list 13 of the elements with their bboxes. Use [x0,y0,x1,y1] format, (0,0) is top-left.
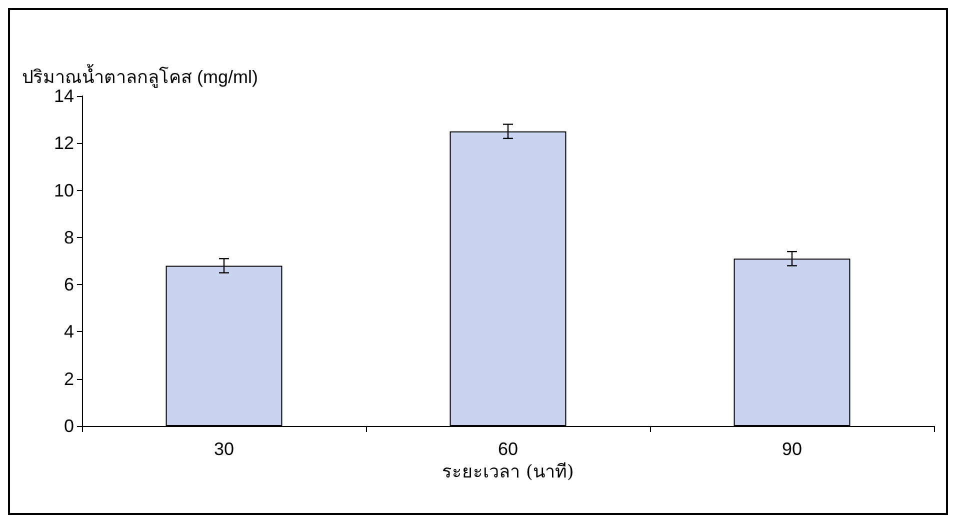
y-tick-label: 4 [64,322,74,342]
x-tick-label: 30 [214,439,234,459]
y-tick-label: 0 [64,416,74,436]
y-tick-label: 14 [54,86,74,106]
x-tick-label: 90 [782,439,802,459]
y-tick-label: 2 [64,368,74,389]
x-axis-title: ระยะเวลา (นาที) [442,461,574,482]
y-tick-label: 8 [64,227,74,248]
y-tick-label: 6 [64,274,74,295]
y-axis-title: ปริมาณน้ำตาลกลูโคส (mg/ml) [22,64,258,88]
x-tick-label: 60 [498,439,518,459]
y-tick-label: 10 [54,180,74,200]
y-tick-label: 12 [54,133,74,154]
